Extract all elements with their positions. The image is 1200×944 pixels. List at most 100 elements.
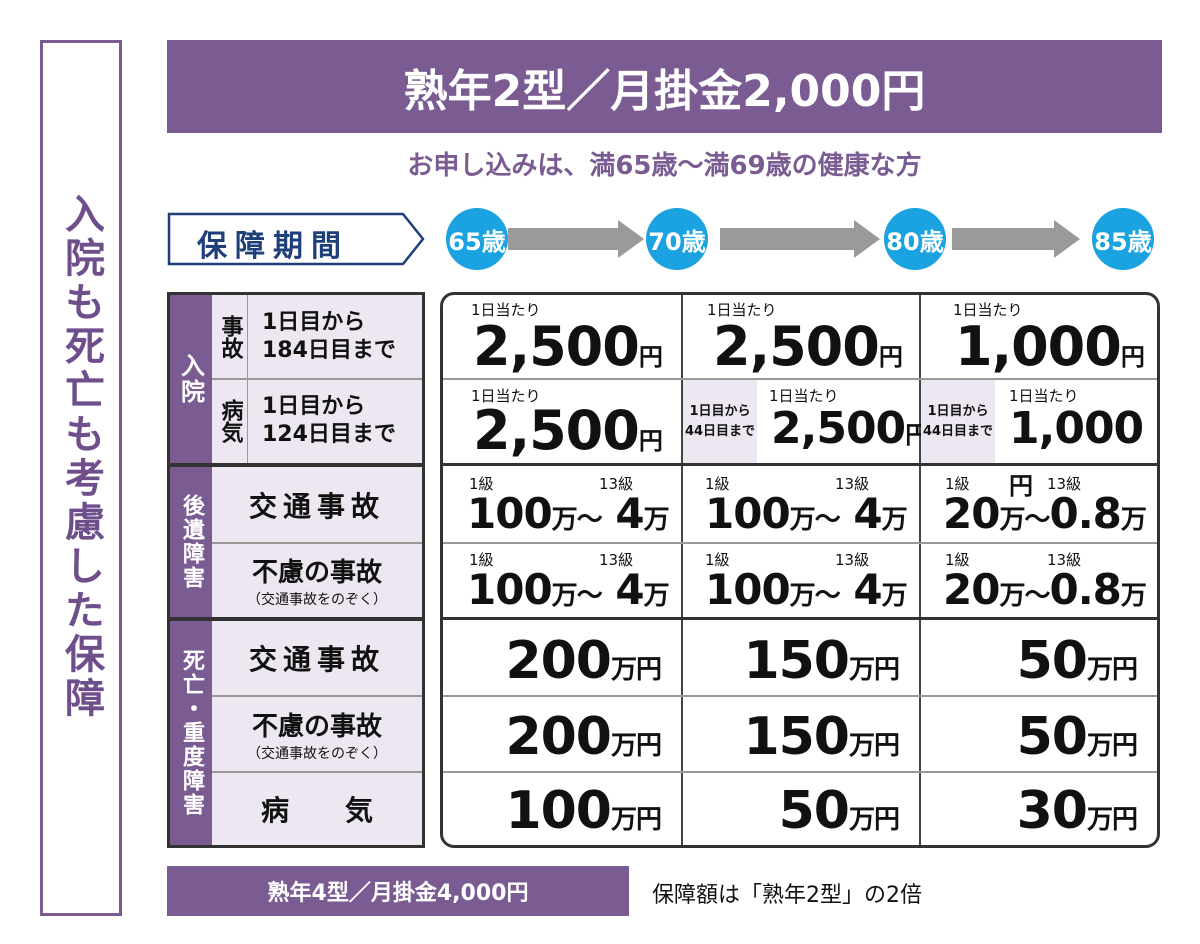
kouisho-furyo-65: 100万～ 4万 xyxy=(467,565,670,614)
grade1-label: 1級 xyxy=(705,551,730,569)
man-unit: 万 xyxy=(643,505,670,535)
coverage-labels-table: 入院 事故 病気 1日目から 184日目まで 1日目から 124日目まで 後遺障… xyxy=(167,292,425,848)
grade13-label: 13級 xyxy=(1047,475,1082,493)
man-unit: 万 xyxy=(643,581,670,611)
timeline-arrow-1 xyxy=(508,220,644,258)
row-divider xyxy=(443,617,1157,620)
amount: 200 xyxy=(505,631,612,691)
nyuin-byoki-line2: 124日目まで xyxy=(262,422,396,447)
man-en-unit: 万円 xyxy=(610,731,662,761)
nyuin-jiko-70: 2,500円 xyxy=(713,315,903,378)
amount: 2,500 xyxy=(771,403,906,454)
man-unit: 万 xyxy=(999,505,1025,535)
grade1-label: 1級 xyxy=(945,475,970,493)
category-kouisho: 後遺障害 xyxy=(170,467,212,617)
tilde: ～ xyxy=(1024,581,1050,611)
amount: 150 xyxy=(743,631,850,691)
shibo-byoki-label: 病 気 xyxy=(212,773,422,845)
nyuin-jiko-80: 1,000円 xyxy=(955,315,1145,378)
column-divider xyxy=(919,295,921,845)
grade13-label: 13級 xyxy=(599,551,634,569)
amount: 2,500 xyxy=(713,315,880,378)
nyuin-jiko-line2: 184日目まで xyxy=(262,338,396,363)
man-unit: 万 xyxy=(1120,581,1147,611)
amount: 1,000 xyxy=(955,315,1122,378)
man-unit: 万 xyxy=(1120,505,1147,535)
row-divider xyxy=(443,542,1157,544)
shibo-furyo-note: （交通事故をのぞく） xyxy=(247,745,387,762)
age-badge-85: 85歳 xyxy=(1092,208,1154,270)
period-label: 保障期間 xyxy=(197,229,349,264)
yen-unit: 円 xyxy=(1120,343,1145,371)
amount-max: 100 xyxy=(467,489,553,538)
row-divider xyxy=(443,771,1157,773)
tilde: ～ xyxy=(1024,505,1050,535)
amount-min: 4 xyxy=(853,565,882,614)
row-divider xyxy=(443,378,1157,380)
amount: 100 xyxy=(505,781,612,841)
yen-unit: 円 xyxy=(638,343,663,371)
nyuin-byoki-70: 2,500円 xyxy=(771,403,929,454)
nyuin-byoki-80: 1,000 円 xyxy=(1009,403,1157,505)
kouisho-koutsu-65: 100万～ 4万 xyxy=(467,489,670,538)
limit-note-80: 1日目から 44日目まで xyxy=(921,380,995,463)
grade1-label: 1級 xyxy=(469,475,494,493)
shibo-furyo-80: 50万円 xyxy=(1016,707,1138,767)
man-unit: 万 xyxy=(881,505,908,535)
limit-note-line2: 44日目まで xyxy=(684,423,756,439)
amount-min: 4 xyxy=(615,565,644,614)
man-unit: 万 xyxy=(789,505,816,535)
sidebar-frame: 入院も死亡も考慮した保障 xyxy=(40,40,122,916)
per-day-label: 1日当たり xyxy=(953,301,1023,319)
grade13-label: 13級 xyxy=(599,475,634,493)
divider xyxy=(212,542,422,544)
nyuin-byoki-65: 2,500円 xyxy=(473,399,663,462)
amount: 2,500 xyxy=(473,399,640,462)
grade13-label: 13級 xyxy=(835,551,870,569)
nyuin-byoki-line1: 1日目から xyxy=(262,394,366,419)
limit-note-line1: 1日目から xyxy=(689,403,751,419)
man-en-unit: 万円 xyxy=(1086,731,1138,761)
yen-unit: 円 xyxy=(1009,472,1033,500)
shibo-koutsu-label: 交通事故 xyxy=(212,621,422,695)
sub-byoki: 病気 xyxy=(212,379,248,463)
man-en-unit: 万円 xyxy=(610,655,662,685)
plan4-label: 熟年4型／月掛金4,000円 xyxy=(167,866,629,916)
amount-min: 4 xyxy=(853,489,882,538)
man-unit: 万 xyxy=(789,581,816,611)
age-badge-65: 65歳 xyxy=(446,208,508,270)
sub-jiko: 事故 xyxy=(212,295,248,379)
shibo-koutsu-80: 50万円 xyxy=(1017,631,1138,691)
shibo-koutsu-70: 150万円 xyxy=(743,631,900,691)
man-unit: 万 xyxy=(999,581,1025,611)
period-tag-shape xyxy=(167,212,425,266)
man-en-unit: 万円 xyxy=(848,655,900,685)
tilde: ～ xyxy=(576,505,603,535)
amount: 150 xyxy=(743,707,850,767)
divider xyxy=(212,771,422,773)
nyuin-jiko-65: 2,500円 xyxy=(473,315,663,378)
per-day-label: 1日当たり xyxy=(1009,387,1079,405)
limit-note-70: 1日目から 44日目まで xyxy=(683,380,757,463)
yen-unit: 円 xyxy=(638,427,663,455)
sidebar-title: 入院も死亡も考慮した保障 xyxy=(58,193,104,721)
amount-max: 100 xyxy=(705,489,791,538)
per-day-label: 1日当たり xyxy=(769,387,839,405)
kouisho-furyo-note: （交通事故をのぞく） xyxy=(247,592,387,608)
age-badge-80: 80歳 xyxy=(884,208,946,270)
man-en-unit: 万円 xyxy=(610,805,662,835)
amount-min: 0.8 xyxy=(1049,489,1121,538)
amount: 30 xyxy=(1016,781,1088,841)
grade13-label: 13級 xyxy=(835,475,870,493)
tilde: ～ xyxy=(576,581,603,611)
per-day-label: 1日当たり xyxy=(471,301,541,319)
amount-min: 4 xyxy=(615,489,644,538)
amount: 2,500 xyxy=(473,315,640,378)
amount: 50 xyxy=(1016,707,1088,767)
amount-max: 100 xyxy=(705,565,791,614)
amount-min: 0.8 xyxy=(1049,565,1121,614)
shibo-furyo-65: 200万円 xyxy=(505,707,662,767)
tilde: ～ xyxy=(814,505,841,535)
kouisho-koutsu-80: 20万～0.8万 xyxy=(943,489,1147,538)
yen-unit: 円 xyxy=(878,343,903,371)
